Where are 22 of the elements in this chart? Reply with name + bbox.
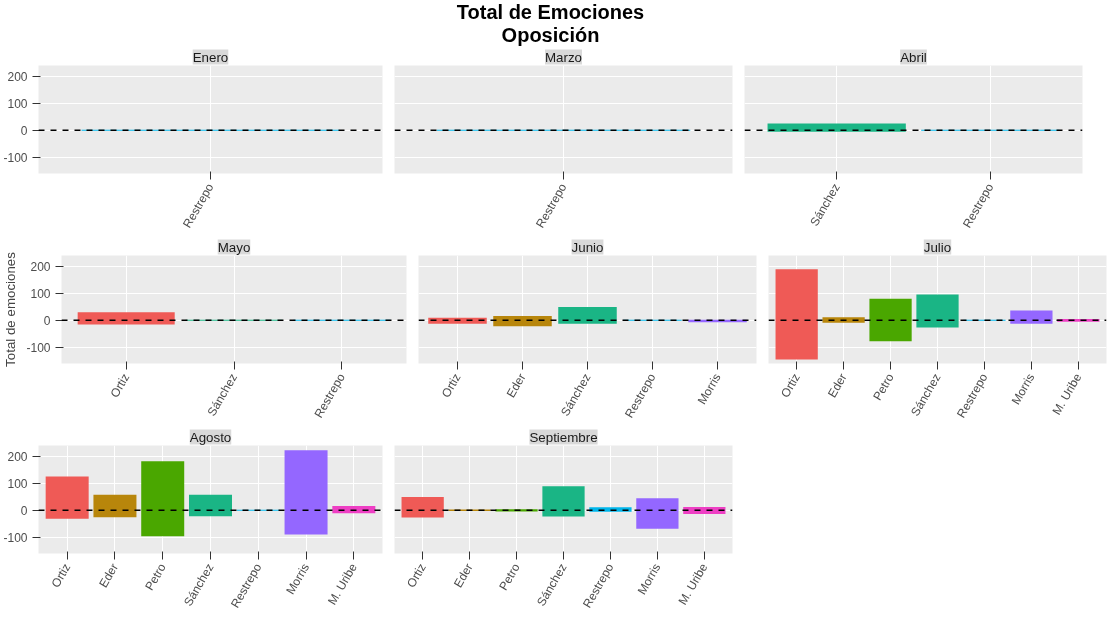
chart-title: Julio: [923, 239, 952, 255]
y-tick-label: 100: [7, 96, 28, 111]
chart-title: Enero: [192, 49, 229, 65]
y-tick-label: 200: [7, 69, 28, 84]
y-tick-label: 0: [20, 123, 28, 138]
text: Total de Emociones Oposición: [456, 1, 645, 46]
y-tick-label: 100: [30, 286, 51, 301]
y-tick-label: -100: [3, 150, 28, 165]
chart-title: Abril: [900, 49, 927, 65]
y-tick-label: -100: [3, 530, 28, 545]
y-axis-title: Total de emociones: [3, 251, 19, 367]
y-tick-label: 100: [7, 476, 28, 491]
y-tick-label: 200: [30, 259, 51, 274]
chart-title: Mayo: [217, 239, 251, 255]
chart-title: Junio: [571, 239, 604, 255]
y-tick-label: 200: [7, 449, 28, 464]
y-tick-label: 0: [20, 503, 28, 518]
chart-title: Septiembre: [529, 429, 598, 445]
chart-title: Marzo: [544, 49, 583, 65]
y-tick-label: 0: [43, 313, 51, 328]
y-tick-label: -100: [26, 340, 51, 355]
chart-title: Agosto: [189, 429, 232, 445]
